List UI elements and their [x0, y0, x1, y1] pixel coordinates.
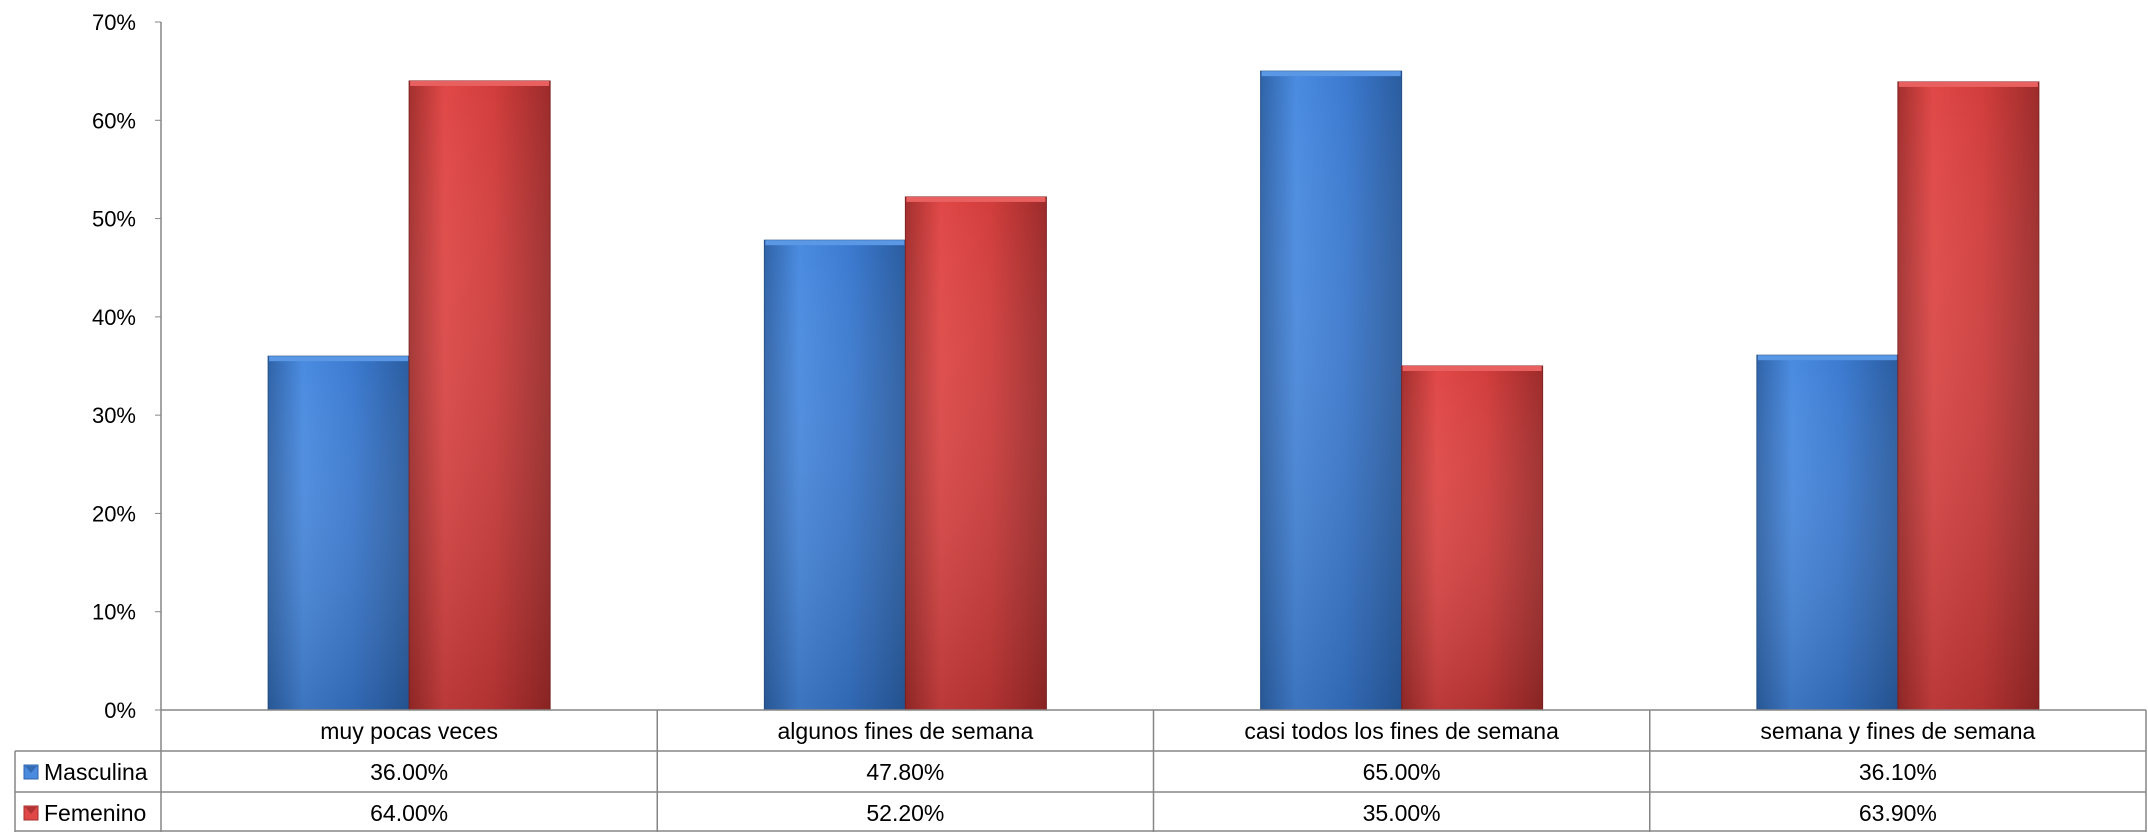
y-axis-ticks: 0% 10% 20% 30% 40% 50% 60% 70%	[92, 10, 161, 723]
legend-label-masculina: Masculina	[44, 759, 148, 785]
y-tick-label: 30%	[92, 403, 136, 428]
data-table-value: 64.00%	[370, 800, 448, 826]
data-table-value: 35.00%	[1363, 800, 1441, 826]
legend-key-bevel	[25, 807, 37, 814]
bar-shade	[409, 80, 551, 710]
data-table: muy pocas veces algunos fines de semana ca…	[14, 709, 2147, 832]
bar-top-bevel	[765, 240, 905, 246]
bar-shade	[1260, 71, 1402, 710]
y-tick-label: 10%	[92, 600, 136, 625]
bar-shade	[1401, 366, 1543, 710]
legend-key-bevel	[25, 766, 37, 773]
category-label: casi todos los fines de semana	[1244, 718, 1559, 744]
bar-top-bevel	[410, 80, 550, 86]
data-table-value: 36.00%	[370, 759, 448, 785]
data-table-value: 52.20%	[866, 800, 944, 826]
bar-shade	[1897, 81, 2039, 710]
bars-layer	[267, 70, 2040, 711]
y-tick-label: 50%	[92, 207, 136, 232]
bar-top-bevel	[1402, 366, 1542, 371]
bar-shade	[268, 356, 410, 710]
category-label: semana y fines de semana	[1760, 718, 2035, 744]
category-label: algunos fines de semana	[778, 718, 1034, 744]
bar-top-bevel	[1757, 355, 1897, 361]
bar-top-bevel	[269, 356, 409, 362]
data-table-value: 47.80%	[866, 759, 944, 785]
category-label: muy pocas veces	[320, 718, 498, 744]
data-table-value: 36.10%	[1859, 759, 1937, 785]
y-tick-label: 70%	[92, 10, 136, 35]
bar-top-bevel	[1898, 81, 2038, 87]
data-table-value: 63.90%	[1859, 800, 1937, 826]
y-tick-label: 60%	[92, 108, 136, 133]
bar-shade	[1756, 355, 1898, 710]
y-tick-label: 20%	[92, 501, 136, 526]
y-tick-label: 0%	[104, 698, 136, 723]
data-table-value: 65.00%	[1363, 759, 1441, 785]
bar-top-bevel	[1261, 71, 1401, 77]
bar-shade	[905, 196, 1047, 710]
bar-top-bevel	[906, 196, 1046, 202]
y-tick-label: 40%	[92, 305, 136, 330]
bar-shade	[764, 240, 906, 711]
legend-label-femenino: Femenino	[44, 800, 146, 826]
